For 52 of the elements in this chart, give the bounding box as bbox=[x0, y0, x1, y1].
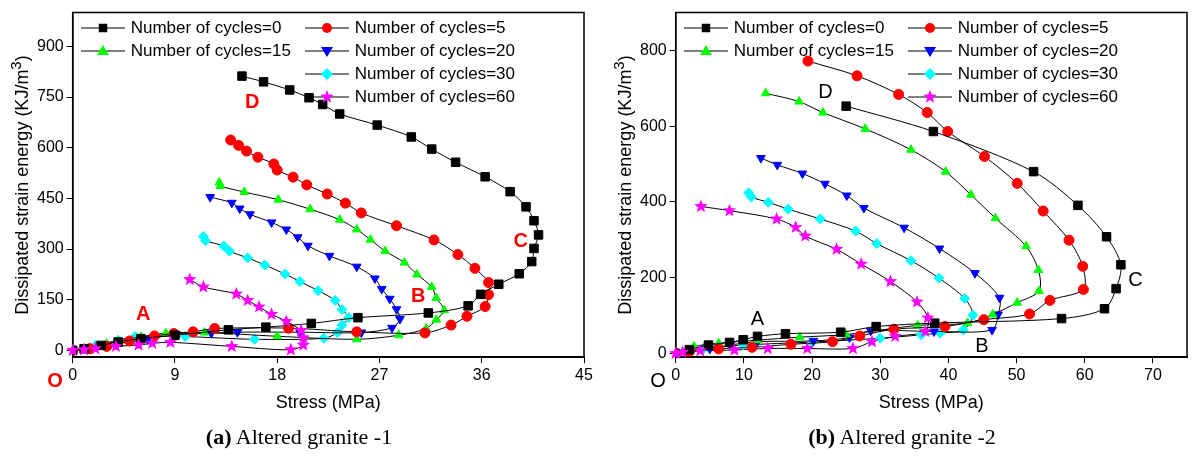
y-tick-label: 150 bbox=[36, 290, 64, 308]
legend-label: Number of cycles=60 bbox=[354, 85, 515, 108]
text: (b) Altered granite -2 bbox=[808, 424, 996, 449]
x-tick-label: 40 bbox=[939, 366, 958, 384]
annotation: A bbox=[136, 302, 151, 325]
legend-label: Number of cycles=5 bbox=[957, 16, 1109, 39]
legend-label: Number of cycles=20 bbox=[957, 39, 1118, 62]
annotation: B bbox=[975, 334, 989, 357]
legend-label: Number of cycles=30 bbox=[354, 62, 515, 85]
x-tick-label: 50 bbox=[1007, 366, 1026, 384]
text: O bbox=[650, 368, 666, 391]
y-tick-label: 0 bbox=[54, 340, 64, 358]
x-tick-label: 27 bbox=[370, 366, 389, 384]
text: O bbox=[47, 368, 63, 391]
legend-label: Number of cycles=0 bbox=[130, 16, 282, 39]
legend-label: Number of cycles=0 bbox=[733, 16, 885, 39]
y-tick-label: 600 bbox=[36, 138, 64, 156]
x-tick-label: 0 bbox=[68, 366, 78, 384]
annotation: D bbox=[244, 90, 260, 113]
legend-label: Number of cycles=60 bbox=[957, 85, 1118, 108]
annotation: B bbox=[411, 284, 426, 307]
x-tick-label: 18 bbox=[268, 366, 287, 384]
annotation: D bbox=[818, 79, 833, 102]
x-tick-label: 0 bbox=[671, 366, 681, 384]
legend-label: Number of cycles=15 bbox=[130, 39, 291, 62]
y-tick-label: 200 bbox=[639, 268, 667, 286]
legend-label: Number of cycles=15 bbox=[733, 39, 894, 62]
legend-label: Number of cycles=5 bbox=[354, 16, 506, 39]
x-tick-label: 9 bbox=[170, 366, 180, 384]
y-tick-label: 0 bbox=[657, 343, 667, 361]
x-tick-label: 70 bbox=[1144, 366, 1162, 384]
x-tick-label: 45 bbox=[575, 366, 593, 384]
y-tick-label: 300 bbox=[36, 239, 64, 257]
y-tick-label: 450 bbox=[36, 188, 64, 206]
annotation: A bbox=[750, 307, 765, 330]
legend-label: Number of cycles=30 bbox=[957, 62, 1118, 85]
y-tick-label: 600 bbox=[639, 116, 667, 134]
x-tick-label: 30 bbox=[871, 366, 890, 384]
x-axis-title: Stress (MPa) bbox=[878, 392, 984, 413]
text: (a) Altered granite -1 bbox=[205, 424, 393, 449]
x-axis-title: Stress (MPa) bbox=[275, 392, 381, 413]
x-tick-label: 36 bbox=[472, 366, 491, 384]
y-tick-label: 400 bbox=[639, 192, 667, 210]
x-tick-label: 60 bbox=[1075, 366, 1094, 384]
y-tick-label: 800 bbox=[639, 40, 667, 58]
x-tick-label: 20 bbox=[803, 366, 822, 384]
y-tick-label: 750 bbox=[36, 87, 64, 105]
legend-label: Number of cycles=20 bbox=[354, 39, 515, 62]
annotation: C bbox=[513, 229, 528, 252]
x-tick-label: 10 bbox=[734, 366, 753, 384]
annotation: C bbox=[1128, 267, 1143, 290]
y-tick-label: 900 bbox=[36, 36, 64, 54]
